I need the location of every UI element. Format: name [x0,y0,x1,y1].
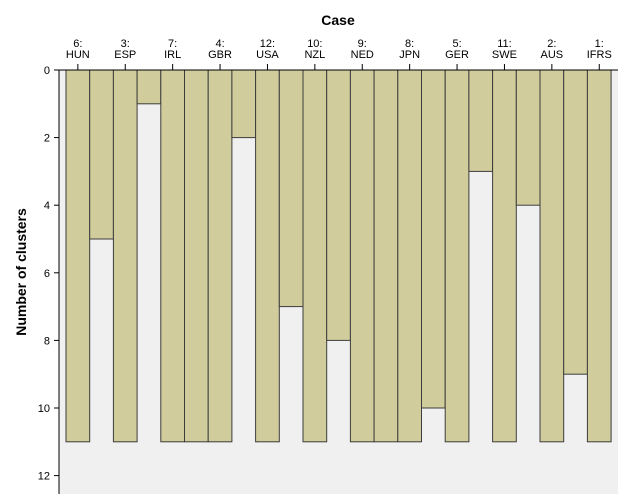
x-tick-label-num: 7: [168,38,177,50]
y-tick-label: 10 [38,403,50,415]
case-bar-hun [65,69,91,443]
x-tick-label-code: HUN [66,49,90,61]
x-tick-label-num: 3: [121,38,130,50]
case-bar-esp [112,69,138,443]
case-bar-gbr [207,69,233,443]
case-bar-jpn [397,69,422,443]
x-tick-label-num: 6: [73,38,82,50]
x-tick-label-code: GBR [208,49,232,61]
join-bar-1 [89,69,114,240]
bars-group [65,69,612,443]
x-tick-label-code: GER [445,49,469,61]
join-bar-7 [373,69,399,443]
join-bar-2 [136,69,162,105]
x-tick-label-code: JPN [399,49,420,61]
join-bar-5 [278,69,304,308]
case-bar-nzl [302,69,328,443]
x-tick-label-num: 5: [452,38,461,50]
join-bar-4 [231,69,257,139]
join-bar-8 [421,69,446,409]
x-tick-label-num: 1: [595,38,604,50]
x-tick-label-code: AUS [541,49,564,61]
y-tick-label: 2 [44,133,50,145]
x-tick-label-num: 10: [307,38,322,50]
y-axis-title: Number of clusters [13,208,29,336]
x-tick-label-code: IRL [164,49,181,61]
case-bar-aus [539,69,565,443]
x-tick-label-num: 4: [215,38,224,50]
y-axis: 0 2 4 6 8 10 12 [38,65,60,494]
x-tick-label-code: USA [256,49,279,61]
case-bar-swe [492,69,517,443]
y-tick-label: 8 [44,335,50,347]
x-tick-label-code: NZL [304,49,325,61]
x-tick-label-num: 11: [497,38,511,50]
case-bar-irl [160,69,186,443]
case-bar-ned [349,69,375,443]
x-axis: 6:HUN 3:ESP 7:IRL 4:GBR 12:USA 10:NZL 9:NED 8:J… [59,38,618,71]
join-bar-9 [468,69,494,172]
join-bar-6 [326,69,351,341]
y-tick-label: 0 [44,65,50,77]
join-bar-10 [515,69,541,206]
case-bar-ifrs [586,69,612,443]
x-tick-label-num: 8: [405,38,414,50]
case-bar-ger [444,69,470,443]
y-tick-label: 6 [44,268,50,280]
x-tick-label-num: 2: [547,38,556,50]
chart-title: Case [321,12,355,28]
join-bar-11 [563,69,588,375]
join-bar-3 [184,69,209,443]
x-tick-label-code: SWE [492,49,517,61]
y-tick-label: 4 [44,200,50,212]
x-tick-label-code: NED [351,49,374,61]
x-tick-label-num: 12: [260,38,275,50]
x-tick-label-code: ESP [114,49,136,61]
x-tick-label-num: 9: [358,38,367,50]
y-tick-label: 12 [38,471,50,483]
x-tick-label-code: IFRS [587,49,612,61]
case-bar-usa [255,69,280,443]
